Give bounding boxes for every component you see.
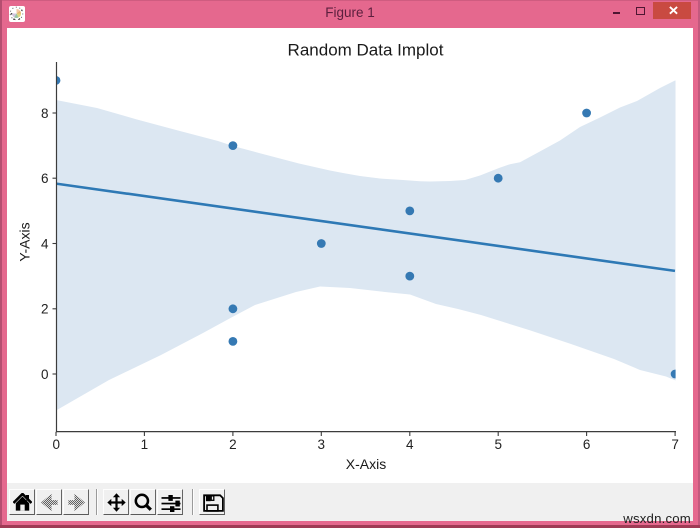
svg-text:1: 1 [141,437,149,452]
svg-text:8: 8 [41,106,49,121]
svg-text:7: 7 [671,437,679,452]
svg-text:5: 5 [494,437,502,452]
svg-text:0: 0 [53,437,61,452]
svg-text:2: 2 [41,302,49,317]
svg-text:6: 6 [583,437,591,452]
svg-text:0: 0 [41,367,49,382]
svg-text:Y-Axis: Y-Axis [17,222,33,261]
svg-text:4: 4 [406,437,414,452]
svg-text:X-Axis: X-Axis [346,456,386,472]
svg-text:4: 4 [41,236,49,251]
svg-text:3: 3 [318,437,326,452]
svg-text:6: 6 [41,171,49,186]
svg-text:2: 2 [229,437,237,452]
svg-text:Random Data Implot: Random Data Implot [288,41,444,60]
